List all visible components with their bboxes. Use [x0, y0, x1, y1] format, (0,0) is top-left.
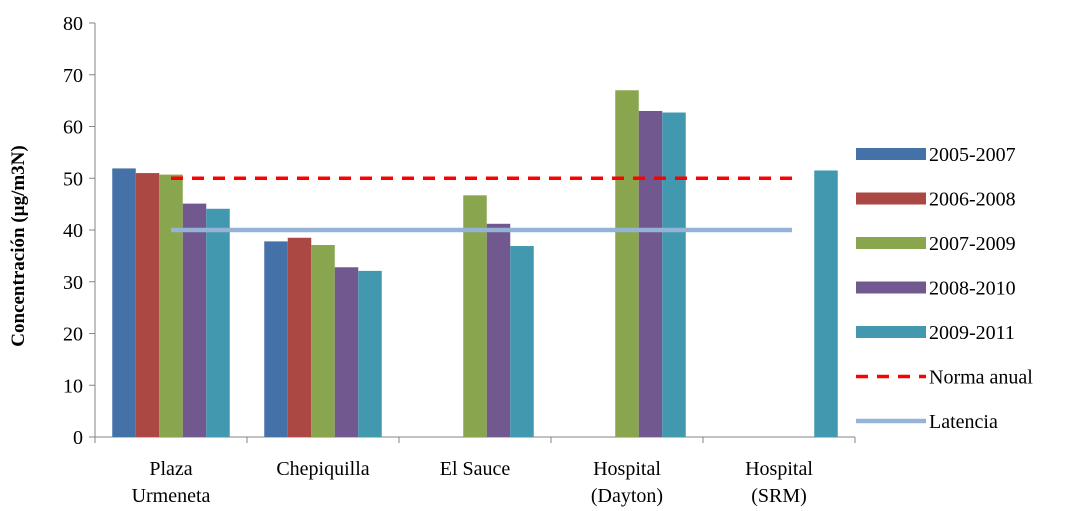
legend-swatch	[856, 237, 926, 249]
y-tick-label: 50	[63, 168, 83, 190]
bar	[814, 170, 838, 438]
y-tick-label: 0	[73, 427, 83, 449]
legend-swatch	[856, 148, 926, 160]
x-tick-label: Hospital	[593, 458, 661, 480]
x-tick-label: Plaza	[149, 458, 192, 480]
y-axis-title: Concentración (µg/m3N)	[8, 145, 29, 346]
y-tick-labels: 0 10 20 30 40 50 60 70 80	[63, 13, 83, 449]
legend-label: 2006-2008	[929, 189, 1016, 211]
bar	[135, 173, 160, 437]
y-tick-label: 30	[63, 272, 83, 294]
bar	[334, 267, 359, 437]
x-tick-label: Chepiquilla	[276, 458, 369, 480]
x-tick-label: El Sauce	[440, 458, 511, 480]
legend-label: 2007-2009	[929, 233, 1016, 255]
bar	[206, 208, 230, 437]
legend-swatch	[856, 192, 926, 205]
x-tick-label: Hospital	[745, 458, 813, 480]
bar	[615, 90, 639, 438]
bar	[662, 112, 686, 437]
legend-label: 2009-2011	[929, 322, 1015, 344]
bar	[638, 110, 663, 437]
y-tick-label: 70	[63, 65, 83, 87]
bar	[463, 195, 487, 437]
y-tick-label: 20	[63, 324, 83, 346]
reference-lines	[171, 176, 792, 233]
legend-label: 2005-2007	[929, 144, 1016, 166]
x-tick-labels: Plaza Urmeneta Chepiquilla El Sauce Hospital…	[132, 458, 814, 507]
legend-label: Norma anual	[929, 367, 1033, 389]
bar	[510, 246, 534, 437]
y-tick-label: 60	[63, 117, 83, 139]
legend: 2005-2007 2006-2008 2007-2009 2008-2010 2009…	[856, 144, 1033, 433]
bar	[311, 245, 335, 437]
y-tick-label: 10	[63, 375, 83, 397]
bars	[112, 90, 838, 438]
y-tick-label: 80	[63, 13, 83, 35]
bar	[486, 223, 511, 437]
bar	[112, 168, 136, 438]
bar	[264, 241, 288, 437]
legend-swatch	[856, 326, 926, 338]
legend-label: Latencia	[929, 411, 998, 433]
bar	[159, 174, 183, 437]
x-tick-label: (Dayton)	[591, 485, 663, 507]
bar	[287, 237, 312, 437]
y-tick-label: 40	[63, 220, 83, 242]
legend-label: 2008-2010	[929, 278, 1016, 300]
bar	[358, 270, 382, 437]
x-tick-label: (SRM)	[751, 485, 807, 507]
bar	[182, 203, 207, 437]
x-tick-label: Urmeneta	[132, 485, 211, 507]
legend-swatch	[856, 281, 926, 294]
